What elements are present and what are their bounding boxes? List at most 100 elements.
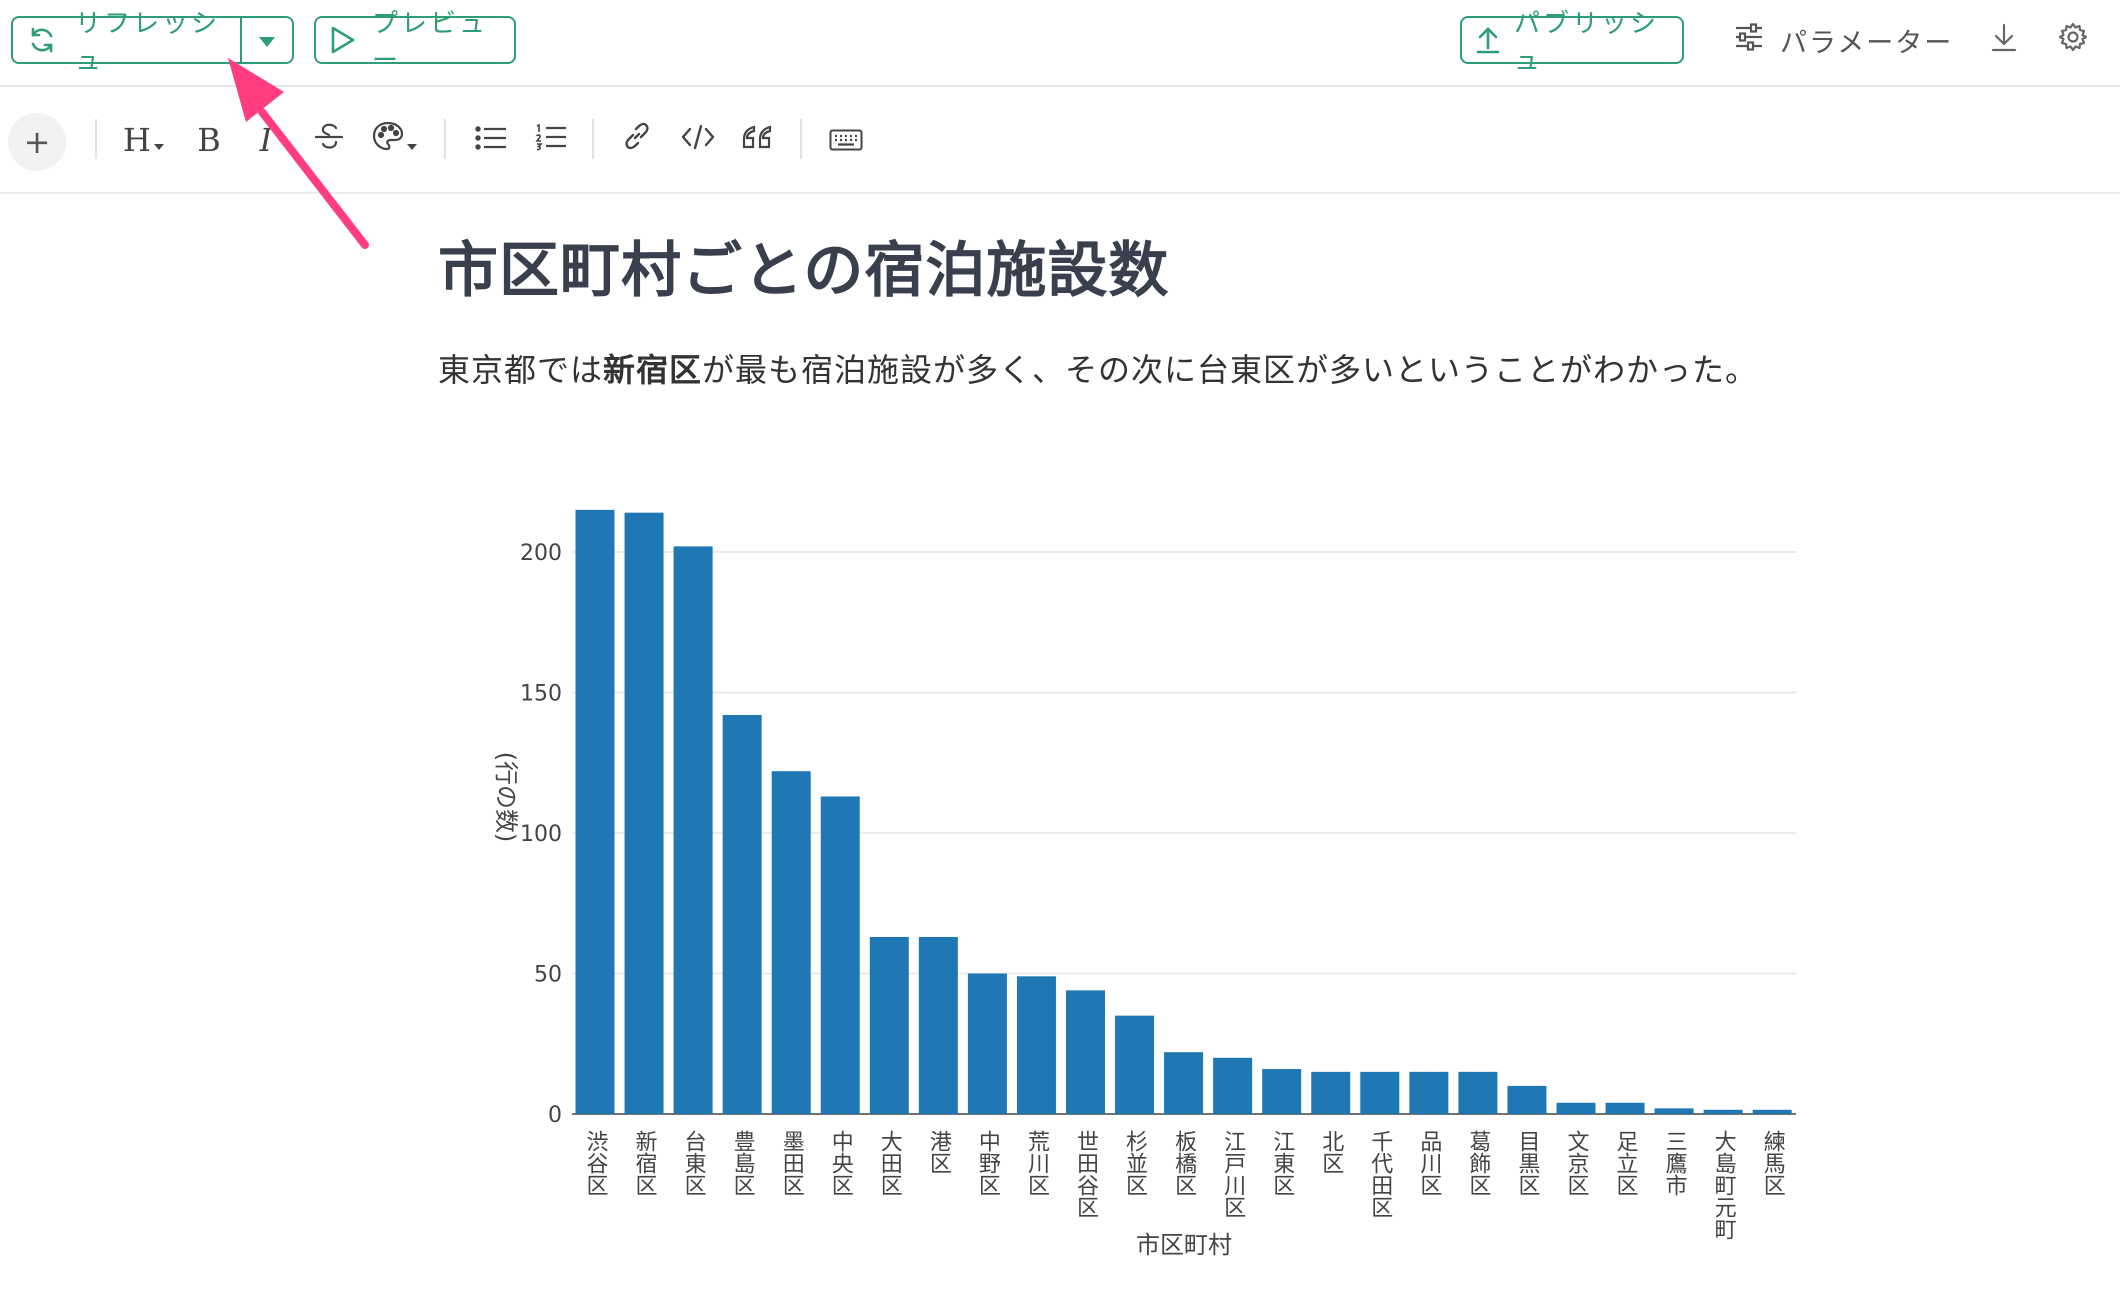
toolbar-divider [444,119,446,159]
bar [722,714,762,1114]
x-tick-label: 大島町元町 [1711,1130,1737,1240]
upload-icon [1476,26,1500,54]
keyboard-icon [829,121,863,159]
bar [1458,1071,1498,1114]
bar [1703,1109,1743,1114]
x-tick-label: 豊島区 [730,1130,755,1196]
x-tick-label: 練馬区 [1760,1130,1786,1196]
bar [673,546,713,1114]
bar [575,509,615,1115]
keyboard-shortcuts-button[interactable] [828,119,864,161]
toolbar-divider [800,119,802,159]
page-title: 市区町村ごとの宿泊施設数 [438,236,1170,306]
caret-down-icon [258,25,276,55]
code-icon [681,121,715,159]
refresh-dropdown-button[interactable] [242,18,292,62]
caret-down-icon [406,121,418,159]
refresh-label: リフレッシュ [75,9,221,76]
summary-text-bold: 新宿区 [603,351,703,389]
x-tick-label: 新宿区 [632,1130,658,1196]
bar [1164,1052,1204,1114]
bar [1262,1069,1302,1114]
quote-icon [741,121,773,159]
toolbar-divider [95,119,97,159]
x-tick-label: 世田谷区 [1073,1130,1099,1218]
top-bar: リフレッシュ プレビュー パブリッシュ パラメーター [0,0,2120,87]
x-tick-label: 三鷹市 [1662,1130,1688,1196]
x-tick-label: 墨田区 [779,1130,804,1196]
x-tick-label: 荒川区 [1024,1130,1050,1196]
x-tick-label: 足立区 [1613,1130,1639,1196]
x-tick-label: 江戸川区 [1220,1130,1246,1218]
caret-down-icon [153,121,165,159]
preview-label: プレビュー [372,9,489,76]
x-tick-label: 中央区 [828,1130,854,1196]
y-tick-label: 150 [520,682,562,707]
bar [1360,1071,1400,1114]
x-tick-label: 江東区 [1269,1130,1295,1196]
refresh-button-group: リフレッシュ [11,9,294,76]
summary-text-end: が最も宿泊施設が多く、その次に台東区が多いということがわかった。 [702,351,1759,389]
plus-icon: + [23,123,51,161]
numbered-list-button[interactable] [534,119,568,161]
download-icon [1991,22,2017,56]
bar [1409,1071,1449,1114]
bar [1066,990,1105,1114]
text-color-button[interactable] [370,119,420,161]
preview-button[interactable]: プレビュー [314,9,516,76]
code-button[interactable] [680,119,716,161]
bullet-list-button[interactable] [474,119,508,161]
y-axis-title: (行の数) [492,752,520,843]
play-icon [330,26,356,54]
x-tick-label: 杉並区 [1122,1130,1148,1196]
numbered-list-icon [535,121,567,159]
bar [1213,1057,1253,1114]
summary-paragraph: 東京都では新宿区が最も宿泊施設が多く、その次に台東区が多いということがわかった。 [438,345,1758,391]
bar [1605,1102,1645,1114]
x-tick-label: 台東区 [681,1130,707,1196]
quote-button[interactable] [740,119,774,161]
settings-button[interactable] [2056,22,2090,56]
y-tick-label: 50 [534,963,562,988]
y-tick-label: 100 [520,822,562,847]
bar [771,771,811,1114]
refresh-button[interactable]: リフレッシュ [13,9,243,76]
bar [869,936,909,1114]
palette-icon [372,121,404,159]
toolbar-divider [592,119,594,159]
gear-icon [2058,22,2088,56]
x-tick-label: 渋谷区 [583,1130,609,1196]
y-tick-label: 200 [520,541,562,566]
bar [820,796,860,1114]
x-tick-label: 品川区 [1416,1130,1442,1196]
bar [624,512,664,1114]
bar [1556,1102,1596,1114]
x-tick-label: 北区 [1318,1130,1344,1174]
heading-button[interactable]: H [120,119,168,161]
x-tick-label: 板橋区 [1171,1130,1197,1196]
bar [1654,1108,1694,1114]
link-icon [621,120,653,160]
bold-button[interactable]: B [194,119,224,161]
download-button[interactable] [1987,22,2021,56]
bar [1016,976,1056,1114]
x-tick-label: 港区 [926,1130,952,1174]
publish-button[interactable]: パブリッシュ [1460,9,1684,76]
x-axis-title: 市区町村 [1136,1231,1232,1259]
y-tick-label: 0 [548,1103,562,1128]
refresh-icon [27,25,57,55]
bar [1752,1109,1792,1114]
add-block-button[interactable]: + [8,113,66,171]
parameters-button[interactable]: パラメーター [1734,18,1953,62]
x-tick-label: 千代田区 [1367,1130,1393,1218]
link-button[interactable] [620,119,654,161]
summary-text-start: 東京都では [438,351,604,389]
sliders-icon [1734,22,1764,58]
x-tick-label: 文京区 [1564,1130,1590,1196]
bar [1507,1085,1547,1114]
bar [1311,1071,1351,1114]
bullet-list-icon [475,121,507,159]
x-tick-label: 大田区 [877,1130,903,1196]
parameters-label: パラメーター [1780,27,1954,59]
